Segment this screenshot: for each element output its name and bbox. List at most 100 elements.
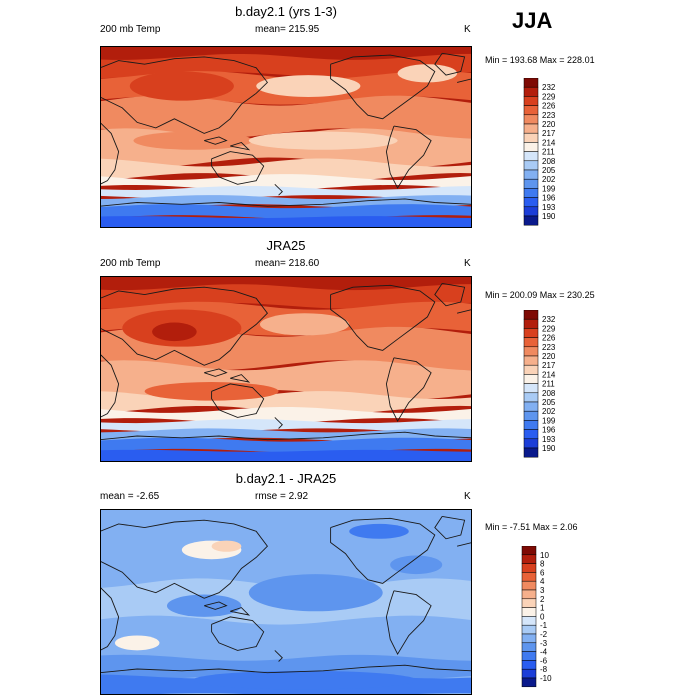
colorbar-swatch — [523, 401, 539, 412]
coastline — [100, 56, 269, 134]
coastline — [456, 309, 472, 314]
coastline — [385, 125, 432, 189]
colorbar-tick-label: 4 — [540, 577, 545, 586]
colorbar-tick-label: -4 — [540, 648, 548, 657]
contour-blob — [248, 131, 398, 150]
colorbar-swatch — [523, 169, 539, 180]
colorbar-tick-label: 226 — [542, 102, 556, 111]
contour-band — [100, 523, 472, 588]
colorbar-swatch — [523, 328, 539, 338]
colorbar-swatch — [521, 616, 537, 626]
colorbar-swatch — [521, 589, 537, 600]
colorbar-swatch — [523, 160, 539, 171]
panel-left-label: 200 mb Temp — [100, 24, 161, 35]
colorbar-tick-label: 208 — [542, 157, 556, 166]
panel-left-label: mean = -2.65 — [100, 491, 160, 502]
colorbar-swatch — [523, 420, 539, 430]
panel-units-label: K — [464, 258, 471, 269]
colorbar-swatch — [523, 123, 539, 134]
contour-band — [100, 437, 472, 453]
colorbar-swatch — [521, 563, 537, 573]
colorbar-tick-label: -3 — [540, 639, 548, 648]
coastline — [100, 198, 472, 207]
colorbar-tick-label: 1 — [540, 604, 545, 613]
colorbar-tick-label: 205 — [542, 166, 556, 175]
colorbar-swatch — [521, 580, 537, 591]
colorbar-swatch — [523, 114, 539, 125]
colorbar-swatch — [523, 178, 539, 189]
panel-title: JRA25 — [266, 238, 306, 253]
coastline — [385, 357, 432, 423]
season-label: JJA — [512, 8, 553, 33]
colorbar-tick-label: 226 — [542, 334, 556, 343]
colorbar-swatch — [521, 546, 537, 556]
contour-band — [100, 158, 472, 182]
colorbar-tick-label: 223 — [542, 111, 556, 120]
panel-center-label: mean= 215.95 — [255, 24, 320, 35]
colorbar-tick-label: 199 — [542, 416, 556, 425]
coastline — [100, 286, 268, 366]
colorbar-swatch — [521, 624, 537, 635]
contour-blob — [256, 75, 361, 97]
coastline — [330, 54, 436, 120]
panel-units-label: K — [464, 491, 471, 502]
contour-band — [100, 449, 472, 462]
colorbar-tick-label: 214 — [542, 370, 556, 379]
coastline — [100, 122, 120, 185]
contour-blob — [129, 71, 234, 101]
coastline — [211, 151, 265, 185]
contour-blob — [397, 64, 458, 83]
colorbar-swatch — [521, 554, 537, 564]
colorbar-tick-label: 211 — [542, 380, 555, 389]
colorbar-swatch — [523, 215, 539, 226]
colorbar-swatch — [521, 660, 537, 670]
colorbar-swatch — [523, 78, 539, 88]
colorbar-swatch — [523, 383, 539, 394]
coastline — [274, 183, 283, 196]
colorbar-swatch — [523, 86, 539, 97]
contour-band — [100, 406, 472, 425]
coastline — [274, 650, 283, 662]
coastline — [100, 586, 120, 651]
colorbar-swatch — [523, 142, 539, 152]
colorbar-swatch — [521, 607, 537, 617]
coastline — [330, 284, 436, 351]
colorbar-tick-label: 196 — [542, 194, 556, 203]
colorbar-swatch — [523, 318, 539, 329]
colorbar-swatch — [523, 105, 539, 116]
colorbar-tick-label: 193 — [542, 203, 556, 212]
minmax-label: Min = 200.09 Max = 230.25 — [485, 290, 595, 300]
coastline — [100, 431, 472, 441]
coastline — [204, 136, 228, 145]
map-frame — [100, 276, 472, 462]
coastline — [274, 417, 283, 429]
colorbar-tick-label: -2 — [540, 630, 548, 639]
coastline — [434, 52, 466, 76]
contour-blob — [193, 670, 417, 690]
colorbar-tick-label: 211 — [542, 148, 555, 157]
colorbar-swatch — [523, 429, 539, 440]
temperature-map — [100, 276, 472, 462]
minmax-label: Min = -7.51 Max = 2.06 — [485, 522, 578, 532]
colorbar-tick-label: 196 — [542, 426, 556, 435]
coastline — [211, 383, 265, 418]
colorbar-swatch — [523, 447, 539, 458]
colorbar-tick-label: 217 — [542, 129, 556, 138]
colorbar-swatch — [523, 438, 539, 449]
temperature-map — [100, 46, 472, 228]
colorbar-tick-label: 220 — [542, 352, 556, 361]
colorbar-swatch — [521, 642, 537, 652]
panel-title: b.day2.1 - JRA25 — [235, 471, 337, 486]
colorbar-swatch — [523, 310, 539, 320]
contour-band — [100, 216, 472, 228]
colorbar-tick-label: -1 — [540, 621, 548, 630]
colorbar-tick-label: 199 — [542, 184, 556, 193]
contour-band — [100, 204, 472, 220]
panel-center-label: rmse = 2.92 — [255, 491, 309, 502]
colorbar: 2322292262232202172142112082052021991961… — [523, 78, 556, 226]
colorbar-swatch — [521, 598, 537, 608]
colorbar-tick-label: 190 — [542, 444, 556, 453]
colorbar-tick-label: 232 — [542, 83, 556, 92]
map-frame — [100, 509, 472, 695]
